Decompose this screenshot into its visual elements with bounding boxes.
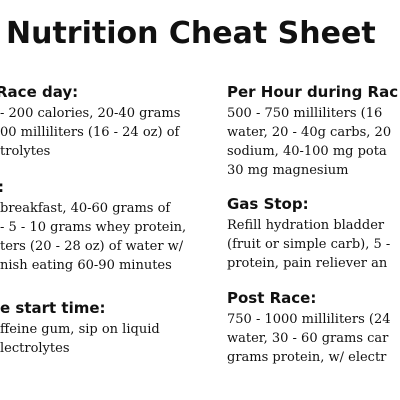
body-line: nish eating 60-90 minutes <box>0 258 172 273</box>
section-body: 750 - 1000 milliliters (24 water, 30 - 6… <box>227 310 400 367</box>
body-line: ters (20 - 28 oz) of water w/ <box>0 239 184 254</box>
section-heading: Post Race: <box>227 289 317 307</box>
section-body: 500 - 750 milliliters (16 water, 20 - 40… <box>227 104 400 180</box>
section-post-race: Post Race: 750 - 1000 milliliters (24 wa… <box>227 288 400 367</box>
body-line: lectrolytes <box>0 341 70 356</box>
body-line: 500 - 750 milliliters (16 <box>227 106 383 121</box>
body-line: 00 milliliters (16 - 24 oz) of <box>0 125 180 140</box>
section-heading-text: Race day: <box>0 83 79 101</box>
body-line: water, 30 - 60 grams car <box>227 331 389 346</box>
page-title: Nutrition Cheat Sheet <box>6 16 376 51</box>
section-body: ffeine gum, sip on liquid lectrolytes <box>0 320 218 358</box>
body-line: - 200 calories, 20-40 grams <box>0 106 181 121</box>
section-heading: Per Hour during Rac <box>227 83 399 101</box>
section-heading: e start time: <box>0 299 106 317</box>
body-line: water, 20 - 40g carbs, 20 <box>227 125 392 140</box>
section-gas-stop: Gas Stop: Refill hydration bladder (frui… <box>227 194 400 273</box>
body-line: ffeine gum, sip on liquid <box>0 322 160 337</box>
section-body: Refill hydration bladder (fruit or simpl… <box>227 216 400 273</box>
body-line: protein, pain reliever an <box>227 256 388 271</box>
section-heading: Race day: <box>0 82 218 102</box>
body-line: sodium, 40-100 mg pota <box>227 144 387 159</box>
section-body: - 200 calories, 20-40 grams 00 millilite… <box>0 104 218 161</box>
body-line: - 5 - 10 grams whey protein, <box>0 220 187 235</box>
section-breakfast: : breakfast, 40-60 grams of - 5 - 10 gra… <box>0 177 218 275</box>
body-line: grams protein, w/ electr <box>227 350 387 365</box>
body-line: 750 - 1000 milliliters (24 <box>227 312 391 327</box>
section-heading: Gas Stop: <box>227 195 309 213</box>
section-start-time: e start time: ffeine gum, sip on liquid … <box>0 298 218 358</box>
section-race-day: Race day: - 200 calories, 20-40 grams 00… <box>0 82 218 161</box>
section-per-hour: Per Hour during Rac 500 - 750 milliliter… <box>227 82 400 180</box>
body-line: 30 mg magnesium <box>227 163 349 178</box>
body-line: Refill hydration bladder <box>227 218 385 233</box>
section-heading: : <box>0 177 218 197</box>
body-line: breakfast, 40-60 grams of <box>0 201 171 216</box>
body-line: (fruit or simple carb), 5 - <box>227 237 391 252</box>
section-body: breakfast, 40-60 grams of - 5 - 10 grams… <box>0 199 218 275</box>
body-line: trolytes <box>0 144 51 159</box>
